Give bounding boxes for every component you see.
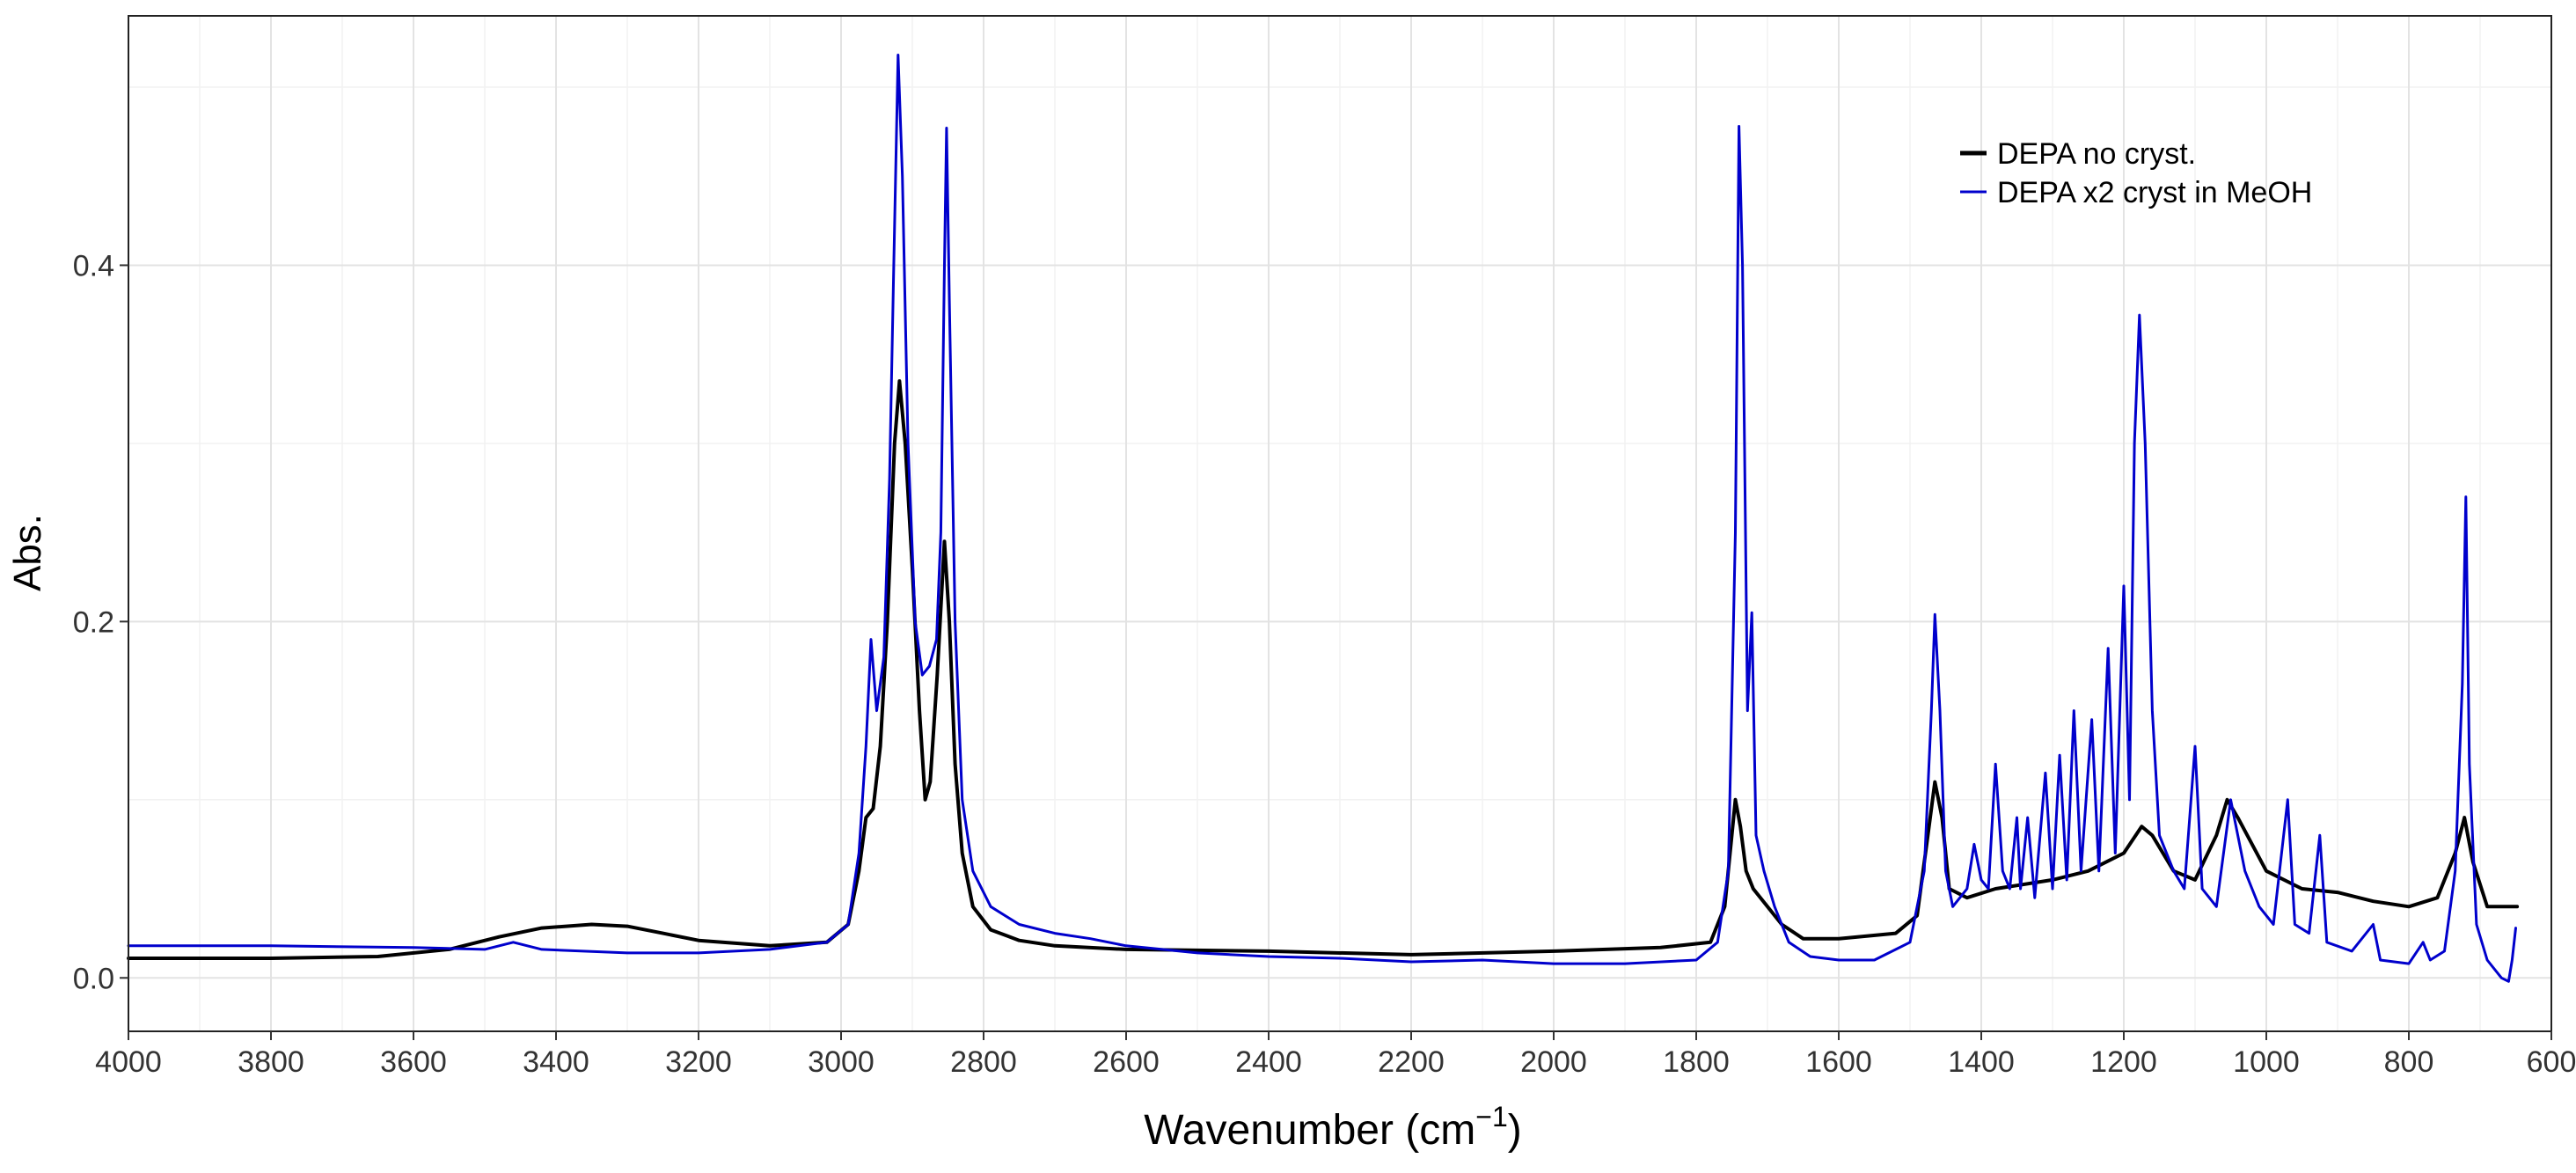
x-tick-label: 1200 xyxy=(2090,1045,2157,1079)
series-line-1 xyxy=(127,379,2520,960)
x-tick-label: 2800 xyxy=(950,1045,1017,1079)
x-tick-label: 2600 xyxy=(1093,1045,1160,1079)
x-tick-label: 3000 xyxy=(808,1045,875,1079)
legend-label-series-2: DEPA x2 cryst in MeOH xyxy=(1997,176,2312,209)
x-tick-label: 3800 xyxy=(238,1045,304,1079)
x-tick-label: 3200 xyxy=(665,1045,732,1079)
legend-label-series-1: DEPA no cryst. xyxy=(1997,137,2196,171)
x-tick-label: 3600 xyxy=(380,1045,447,1079)
x-tick-label: 600 xyxy=(2527,1045,2576,1079)
x-tick-label: 1400 xyxy=(1948,1045,2015,1079)
series-line-2 xyxy=(127,54,2517,983)
series-layer xyxy=(127,54,2520,983)
x-axis-label-main: Wavenumber (cm xyxy=(1144,1107,1475,1154)
y-axis-label: Abs. xyxy=(6,514,49,591)
grid-layer xyxy=(128,16,2552,1031)
x-tick-label: 800 xyxy=(2384,1045,2434,1079)
y-tick-label: 0.2 xyxy=(73,605,114,639)
x-axis-label-close: ) xyxy=(1508,1107,1522,1154)
x-tick-label: 1800 xyxy=(1663,1045,1730,1079)
x-tick-label: 2000 xyxy=(1520,1045,1587,1079)
y-tick-label: 0.0 xyxy=(73,962,114,995)
y-tick-label: 0.4 xyxy=(73,249,114,282)
x-tick-label: 4000 xyxy=(95,1045,162,1079)
plot-panel-border xyxy=(128,15,2552,1032)
legend: DEPA no cryst. DEPA x2 cryst in MeOH xyxy=(1960,137,2312,209)
x-tick-label: 1000 xyxy=(2233,1045,2300,1079)
x-tick-label: 2400 xyxy=(1235,1045,1302,1079)
x-axis-label: Wavenumber (cm−1) xyxy=(1144,1101,1521,1154)
x-axis-label-superscript: −1 xyxy=(1475,1101,1507,1133)
x-tick-label: 3400 xyxy=(523,1045,589,1079)
x-tick-label: 2200 xyxy=(1378,1045,1445,1079)
axis-layer: 4000 3800 3600 3400 3200 3000 2800 2600 2400 2200… xyxy=(73,249,2576,1079)
x-tick-label: 1600 xyxy=(1805,1045,1872,1079)
